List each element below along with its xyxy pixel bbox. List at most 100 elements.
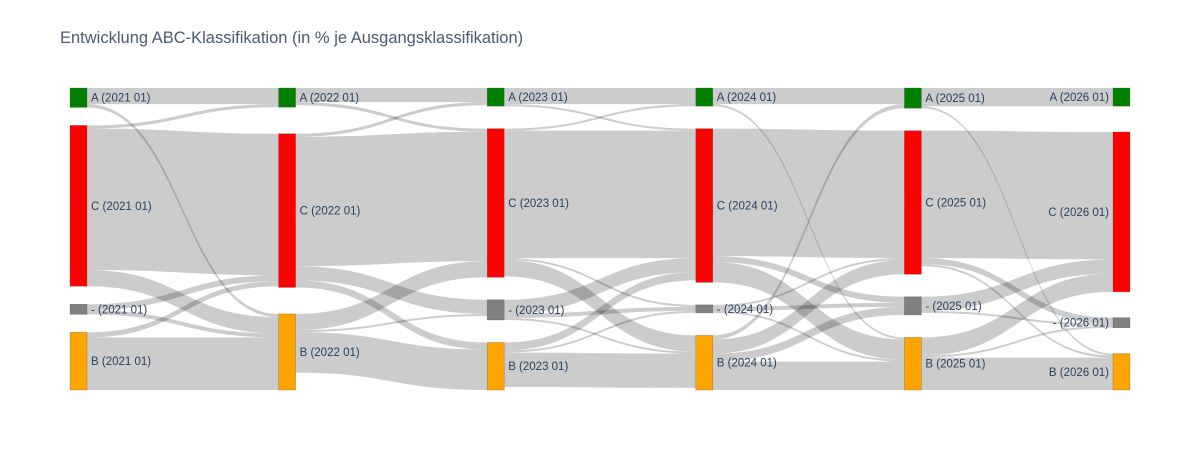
link-X-2023-to-X-2024[interactable] xyxy=(504,306,696,318)
link-B-2021-to-B-2022[interactable] xyxy=(87,337,279,390)
node-label-B-2022: B (2022 01) xyxy=(300,347,360,359)
node-X-2023[interactable] xyxy=(486,299,505,321)
link-X-2024-to-B-2025[interactable] xyxy=(712,310,905,362)
node-B-2022[interactable] xyxy=(278,313,296,391)
node-X-2025[interactable] xyxy=(904,296,922,316)
node-label-A-2025: A (2025 01) xyxy=(925,93,985,105)
node-C-2022[interactable] xyxy=(278,133,296,288)
node-label-X-2025: - (2025 01) xyxy=(925,301,981,313)
link-C-2024-to-X-2025[interactable] xyxy=(712,256,905,303)
node-label-C-2022: C (2022 01) xyxy=(300,206,361,218)
nodes-layer xyxy=(69,87,1131,391)
link-C-2021-to-B-2022[interactable] xyxy=(87,270,279,334)
link-X-2025-to-C-2026[interactable] xyxy=(921,259,1113,311)
link-B-2025-to-X-2026[interactable] xyxy=(921,325,1113,358)
link-B-2021-to-C-2022[interactable] xyxy=(87,281,279,338)
node-X-2021[interactable] xyxy=(69,303,88,315)
link-A-2024-to-B-2025[interactable] xyxy=(712,104,905,340)
link-B-2023-to-X-2024[interactable] xyxy=(504,310,696,353)
link-B-2024-to-B-2025[interactable] xyxy=(712,361,905,390)
link-C-2022-to-C-2023[interactable] xyxy=(295,131,488,267)
node-label-C-2025: C (2025 01) xyxy=(925,197,986,209)
link-A-2022-to-A-2023[interactable] xyxy=(295,88,488,103)
link-C-2025-to-C-2026[interactable] xyxy=(921,130,1113,260)
node-label-A-2021: A (2021 01) xyxy=(91,93,151,105)
node-A-2021[interactable] xyxy=(69,87,88,108)
node-B-2025[interactable] xyxy=(904,337,922,391)
node-label-B-2025: B (2025 01) xyxy=(925,359,985,371)
chart-title: Entwicklung ABC-Klassifikation (in % je … xyxy=(60,29,524,47)
node-label-A-2026: A (2026 01) xyxy=(1050,92,1110,104)
link-A-2022-to-C-2023[interactable] xyxy=(295,102,488,132)
link-C-2023-to-A-2024[interactable] xyxy=(504,104,696,131)
link-C-2023-to-C-2024[interactable] xyxy=(504,130,696,259)
link-B-2023-to-B-2024[interactable] xyxy=(504,352,696,388)
node-label-A-2023: A (2023 01) xyxy=(508,92,568,104)
link-A-2025-to-B-2026[interactable] xyxy=(921,106,1113,356)
node-label-B-2026: B (2026 01) xyxy=(1049,367,1109,379)
link-X-2025-to-X-2026[interactable] xyxy=(921,310,1113,326)
link-B-2024-to-X-2025[interactable] xyxy=(712,306,905,362)
node-C-2025[interactable] xyxy=(904,130,922,275)
link-B-2022-to-B-2023[interactable] xyxy=(295,332,488,390)
link-C-2022-to-A-2023[interactable] xyxy=(295,102,488,137)
node-label-B-2023: B (2023 01) xyxy=(508,361,568,373)
link-X-2021-to-C-2022[interactable] xyxy=(87,275,279,311)
link-X-2021-to-B-2022[interactable] xyxy=(87,310,279,338)
link-A-2021-to-B-2022[interactable] xyxy=(87,104,279,318)
labels-layer: A (2021 01) C (2021 01) - (2021 01) B (2021… xyxy=(91,92,1109,379)
node-label-C-2021: C (2021 01) xyxy=(91,201,152,213)
link-C-2022-to-B-2023[interactable] xyxy=(295,280,488,350)
node-A-2026[interactable] xyxy=(1112,87,1131,107)
node-C-2021[interactable] xyxy=(69,125,88,287)
node-label-A-2024: A (2024 01) xyxy=(717,92,777,104)
node-X-2026[interactable] xyxy=(1112,317,1131,329)
link-C-2024-to-C-2025[interactable] xyxy=(712,128,905,259)
node-label-X-2024: - (2024 01) xyxy=(717,304,773,316)
link-X-2024-to-X-2025[interactable] xyxy=(712,302,905,311)
link-C-2024-to-B-2025[interactable] xyxy=(712,262,905,360)
node-label-C-2024: C (2024 01) xyxy=(717,201,778,213)
link-A-2024-to-A-2025[interactable] xyxy=(712,88,905,105)
node-label-X-2021: - (2021 01) xyxy=(91,304,147,316)
node-B-2021[interactable] xyxy=(69,332,88,391)
node-A-2022[interactable] xyxy=(278,87,296,108)
node-A-2023[interactable] xyxy=(486,87,505,107)
node-C-2026[interactable] xyxy=(1112,131,1131,293)
node-A-2025[interactable] xyxy=(904,87,922,109)
link-C-2022-to-X-2023[interactable] xyxy=(295,266,488,314)
link-B-2025-to-B-2026[interactable] xyxy=(921,357,1113,390)
link-C-2025-to-B-2026[interactable] xyxy=(921,264,1113,358)
link-A-2023-to-C-2024[interactable] xyxy=(504,104,696,131)
node-label-B-2024: B (2024 01) xyxy=(717,358,777,370)
link-A-2025-to-A-2026[interactable] xyxy=(921,88,1113,107)
link-A-2021-to-A-2022[interactable] xyxy=(87,88,279,105)
link-C-2023-to-X-2024[interactable] xyxy=(504,258,696,307)
node-C-2023[interactable] xyxy=(486,128,505,278)
node-label-X-2026: - (2026 01) xyxy=(1053,318,1109,330)
link-C-2025-to-X-2026[interactable] xyxy=(921,258,1113,324)
node-C-2024[interactable] xyxy=(695,128,714,283)
node-B-2023[interactable] xyxy=(486,342,505,391)
links-layer xyxy=(87,88,1113,390)
node-A-2024[interactable] xyxy=(695,87,714,107)
node-label-A-2022: A (2022 01) xyxy=(300,93,360,105)
link-C-2021-to-C-2022[interactable] xyxy=(87,128,279,276)
link-X-2023-to-C-2024[interactable] xyxy=(504,258,696,314)
node-B-2026[interactable] xyxy=(1112,353,1131,391)
link-X-2024-to-C-2025[interactable] xyxy=(712,258,905,307)
node-X-2024[interactable] xyxy=(695,304,714,314)
link-C-2023-to-B-2024[interactable] xyxy=(504,260,696,352)
link-B-2022-to-X-2023[interactable] xyxy=(295,313,488,333)
link-A-2023-to-A-2024[interactable] xyxy=(504,88,696,105)
link-C-2021-to-A-2022[interactable] xyxy=(87,104,279,129)
link-B-2024-to-A-2025[interactable] xyxy=(712,104,905,340)
link-B-2023-to-C-2024[interactable] xyxy=(504,272,696,351)
link-B-2025-to-C-2026[interactable] xyxy=(921,273,1113,356)
link-B-2024-to-C-2025[interactable] xyxy=(712,260,905,354)
link-X-2023-to-B-2024[interactable] xyxy=(504,317,696,354)
node-label-B-2021: B (2021 01) xyxy=(91,356,151,368)
link-B-2022-to-C-2023[interactable] xyxy=(295,261,488,331)
node-B-2024[interactable] xyxy=(695,335,714,391)
